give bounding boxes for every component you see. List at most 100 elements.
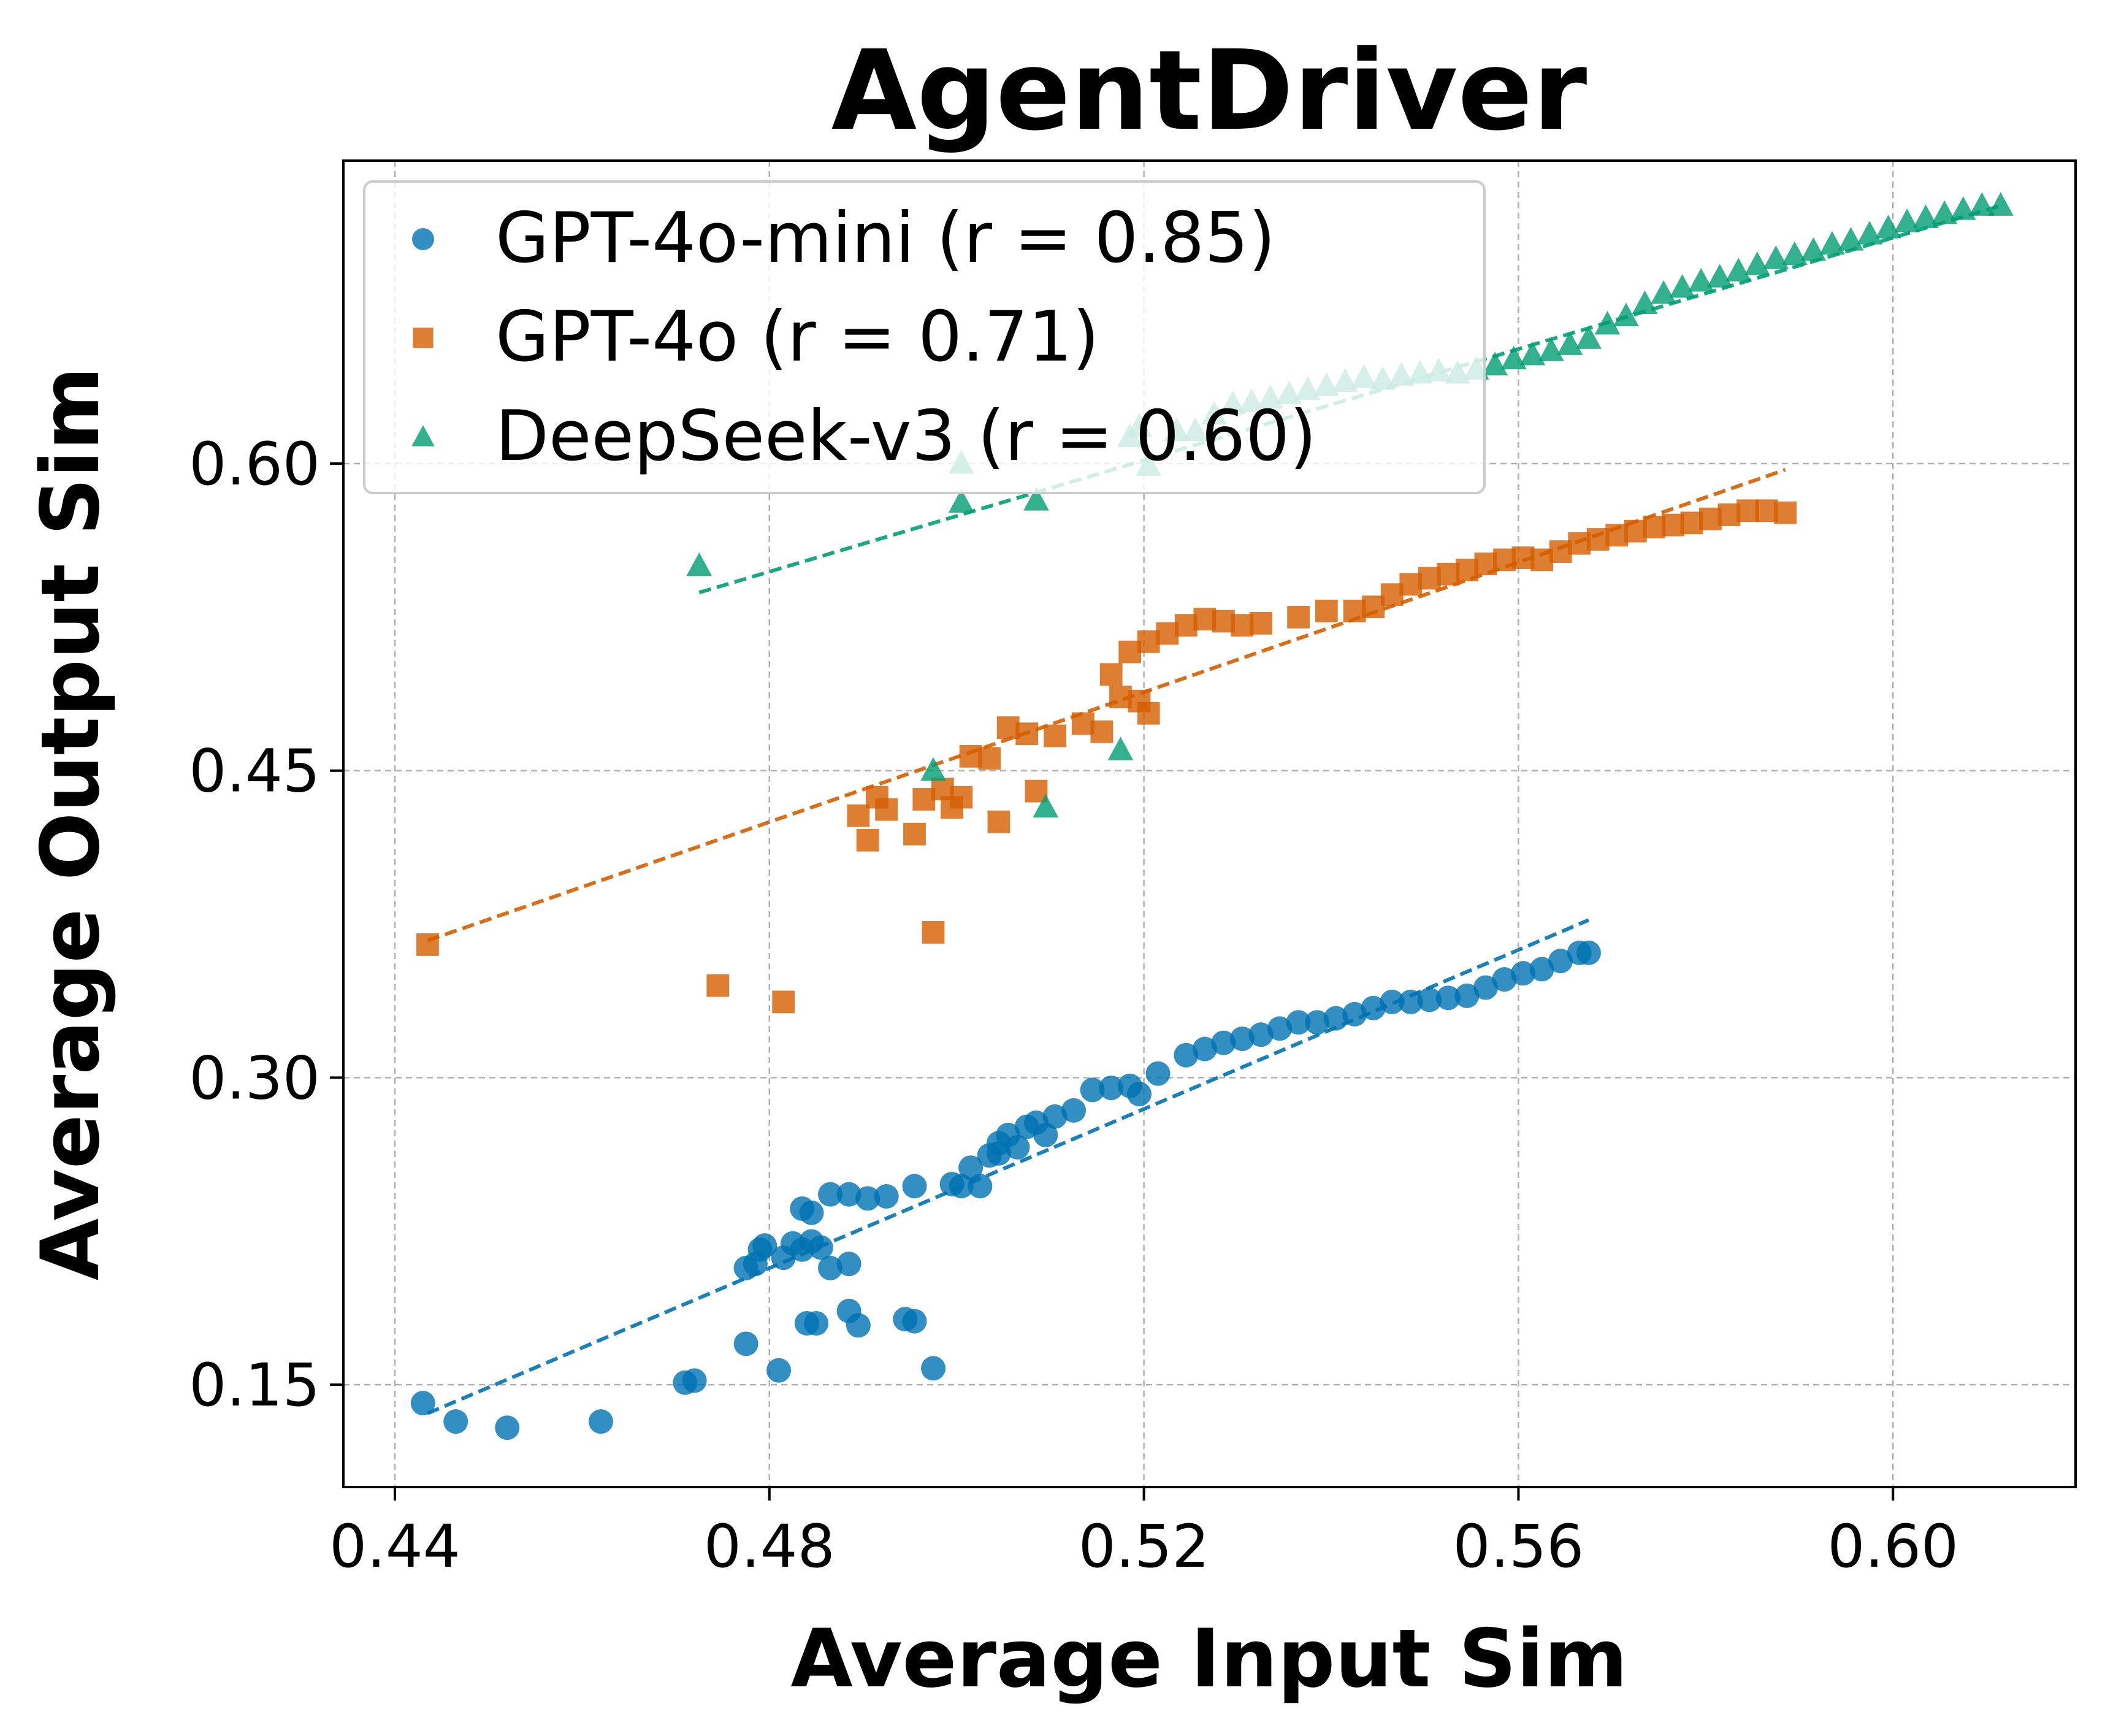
legend-marker-gpt-4o: [413, 327, 434, 348]
point-gpt-4o: [1090, 720, 1114, 743]
legend-marker-gpt-4o-mini: [412, 228, 434, 250]
point-deepseek-v3: [1576, 325, 1602, 349]
point-gpt-4o-mini: [846, 1313, 871, 1338]
point-gpt-4o-mini: [1473, 975, 1498, 1000]
point-gpt-4o-mini: [1042, 1104, 1068, 1129]
point-gpt-4o-mini: [1576, 940, 1601, 965]
point-gpt-4o-mini: [410, 1391, 435, 1416]
point-gpt-4o-mini: [1061, 1098, 1087, 1123]
point-gpt-4o-mini: [958, 1155, 984, 1180]
point-gpt-4o-mini: [836, 1252, 861, 1277]
point-deepseek-v3: [1781, 241, 1808, 266]
point-gpt-4o: [875, 798, 898, 821]
point-gpt-4o-mini: [1548, 949, 1573, 974]
point-deepseek-v3: [1857, 221, 1882, 245]
point-gpt-4o: [856, 828, 879, 852]
y-tick-label: 0.30: [189, 1044, 320, 1112]
point-deepseek-v3: [1931, 200, 1958, 224]
point-deepseek-v3: [1651, 280, 1677, 304]
point-gpt-4o-mini: [1211, 1030, 1236, 1055]
point-deepseek-v3: [1987, 192, 2014, 216]
point-gpt-4o: [987, 810, 1010, 833]
x-tick-label: 0.56: [1453, 1512, 1584, 1581]
point-deepseek-v3: [1894, 208, 1920, 232]
point-deepseek-v3: [1688, 267, 1714, 292]
y-axis-label: Average Output Sim: [23, 367, 117, 1280]
point-deepseek-v3: [1023, 487, 1049, 511]
point-gpt-4o: [978, 747, 1001, 770]
point-gpt-4o-mini: [818, 1255, 843, 1280]
point-gpt-4o-mini: [1417, 987, 1442, 1012]
point-gpt-4o-mini: [1454, 983, 1480, 1008]
point-deepseek-v3: [1744, 251, 1770, 275]
x-tick-label: 0.52: [1079, 1512, 1210, 1581]
point-deepseek-v3: [1725, 258, 1752, 281]
point-deepseek-v3: [1033, 793, 1059, 818]
point-deepseek-v3: [1819, 231, 1845, 255]
point-gpt-4o: [1137, 702, 1160, 725]
point-deepseek-v3: [1107, 736, 1134, 760]
point-deepseek-v3: [1632, 290, 1658, 315]
point-deepseek-v3: [1519, 342, 1546, 365]
legend-label-gpt-4o: GPT-4o (r = 0.71): [495, 296, 1099, 377]
point-gpt-4o-mini: [818, 1182, 843, 1207]
point-gpt-4o-mini: [1286, 1010, 1311, 1035]
point-gpt-4o-mini: [1080, 1077, 1105, 1103]
point-deepseek-v3: [1557, 331, 1583, 355]
point-gpt-4o: [1015, 722, 1039, 746]
point-gpt-4o-mini: [733, 1331, 758, 1356]
point-gpt-4o-mini: [921, 1356, 946, 1381]
point-deepseek-v3: [1875, 215, 1901, 239]
point-deepseek-v3: [1969, 192, 1995, 216]
point-deepseek-v3: [1912, 204, 1939, 228]
point-gpt-4o-mini: [443, 1409, 468, 1434]
point-deepseek-v3: [1763, 245, 1789, 269]
point-gpt-4o-mini: [495, 1415, 520, 1440]
point-gpt-4o-mini: [1361, 995, 1386, 1020]
x-axis-label: Average Input Sim: [790, 1612, 1627, 1705]
point-gpt-4o: [1287, 605, 1310, 629]
point-gpt-4o-mini: [1033, 1122, 1058, 1147]
point-gpt-4o-mini: [588, 1409, 613, 1434]
point-gpt-4o-mini: [1192, 1036, 1217, 1061]
point-gpt-4o-mini: [1342, 1001, 1367, 1027]
point-gpt-4o-mini: [1305, 1010, 1330, 1035]
point-gpt-4o-mini: [1492, 967, 1517, 992]
point-gpt-4o: [1250, 611, 1272, 635]
point-gpt-4o: [950, 786, 973, 809]
point-gpt-4o-mini: [804, 1310, 829, 1336]
point-gpt-4o-mini: [1126, 1082, 1152, 1107]
point-gpt-4o-mini: [1229, 1026, 1255, 1051]
data-points: [410, 192, 2014, 1440]
point-gpt-4o-mini: [1248, 1022, 1274, 1047]
point-gpt-4o-mini: [1267, 1016, 1293, 1041]
point-gpt-4o-mini: [902, 1309, 927, 1334]
x-tick-label: 0.44: [329, 1512, 460, 1581]
axis-ticks: 0.44 0.48 0.52 0.56 0.60 0.15 0.30 0.45 0.60: [189, 430, 1958, 1581]
point-deepseek-v3: [1482, 351, 1508, 376]
point-deepseek-v3: [948, 489, 974, 513]
point-gpt-4o-mini: [1174, 1042, 1199, 1068]
point-gpt-4o: [1044, 724, 1066, 748]
legend-marker-deepseek-v3: [411, 425, 435, 446]
point-gpt-4o-mini: [874, 1184, 899, 1209]
point-deepseek-v3: [1613, 302, 1639, 327]
point-gpt-4o-mini: [902, 1174, 927, 1199]
y-tick-label: 0.60: [189, 430, 320, 499]
point-gpt-4o-mini: [1005, 1134, 1030, 1160]
y-tick-label: 0.15: [189, 1351, 320, 1420]
point-gpt-4o-mini: [752, 1233, 777, 1258]
legend-label-deepseek-v3: DeepSeek-v3 (r = 0.60): [495, 396, 1316, 476]
point-gpt-4o-mini: [682, 1368, 707, 1393]
point-gpt-4o: [903, 822, 926, 846]
point-gpt-4o: [772, 990, 795, 1014]
point-gpt-4o-mini: [1380, 989, 1405, 1014]
point-gpt-4o-mini: [808, 1235, 833, 1260]
x-tick-label: 0.60: [1827, 1512, 1958, 1581]
point-gpt-4o-mini: [1398, 989, 1423, 1014]
point-gpt-4o-mini: [1511, 961, 1536, 986]
point-gpt-4o-mini: [1529, 957, 1554, 982]
point-gpt-4o: [1315, 599, 1338, 622]
legend-box: [363, 180, 1486, 494]
legend-markers: [411, 228, 435, 446]
